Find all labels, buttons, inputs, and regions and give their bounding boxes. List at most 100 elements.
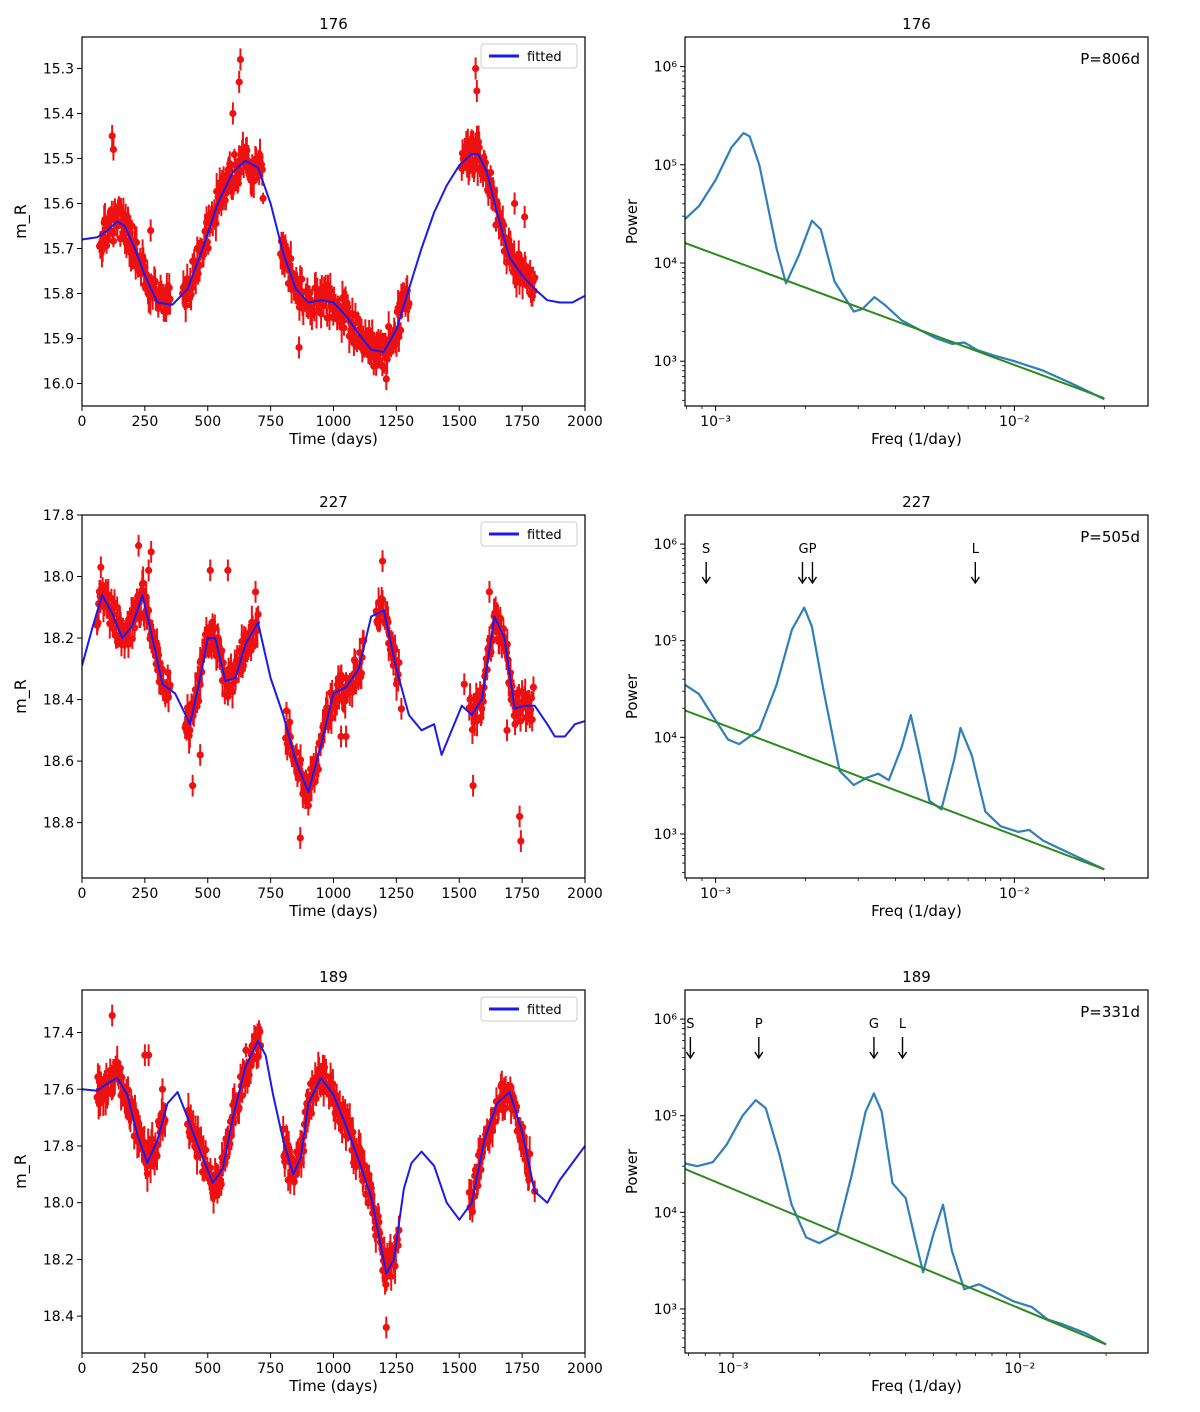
data-point xyxy=(383,355,391,363)
y-tick-label: 17.8 xyxy=(43,508,74,524)
data-point xyxy=(94,619,102,627)
data-point xyxy=(256,1028,264,1036)
x-tick-label: 1500 xyxy=(441,1361,477,1377)
data-point xyxy=(259,194,267,202)
y-axis-label: m_R xyxy=(11,679,31,714)
y-tick-label: 15.8 xyxy=(43,287,74,303)
data-point xyxy=(491,1118,499,1126)
y-tick-label: 10⁶ xyxy=(654,60,678,76)
powerlaw-fit-line xyxy=(685,709,1105,871)
chart-title: 227 xyxy=(902,493,931,511)
y-tick-label: 17.4 xyxy=(43,1026,74,1042)
legend-box xyxy=(480,43,578,69)
data-point xyxy=(521,213,529,221)
x-tick-label: 750 xyxy=(257,886,284,902)
y-axis-label: Power xyxy=(623,198,641,244)
x-tick-label: 1250 xyxy=(379,1361,415,1377)
y-tick-label: 15.7 xyxy=(43,242,74,258)
axes-frame xyxy=(684,514,1149,879)
data-point xyxy=(296,756,305,764)
chart-title: 189 xyxy=(902,968,931,986)
data-point xyxy=(225,681,234,689)
period-annotation: P=806d xyxy=(1080,50,1140,68)
y-tick-label: 15.4 xyxy=(43,107,74,123)
data-point xyxy=(487,168,495,177)
x-tick-label: 1250 xyxy=(379,414,415,430)
data-point xyxy=(496,614,504,622)
data-point xyxy=(525,1175,533,1184)
data-point xyxy=(236,55,245,64)
data-point xyxy=(158,1085,167,1093)
data-point xyxy=(282,707,291,715)
fitted-line xyxy=(82,1040,585,1275)
power-spectrum-line xyxy=(685,132,1105,401)
chart-panel-3: 0 250 500 750 1000 1250 1500 1750 2000 17.8 18.0 18… xyxy=(11,493,603,920)
plot-area xyxy=(685,1092,1107,1346)
y-tick-label: 10⁶ xyxy=(654,1012,678,1028)
marker-arrow-head xyxy=(970,576,980,585)
data-point xyxy=(254,610,262,618)
x-tick-label: 750 xyxy=(257,1361,284,1377)
legend-box xyxy=(480,996,578,1022)
marker-label: L xyxy=(972,542,980,557)
x-tick-label: 500 xyxy=(194,886,221,902)
y-tick-label: 15.3 xyxy=(43,62,74,78)
x-axis-label: Freq (1/day) xyxy=(871,430,962,448)
data-point xyxy=(529,683,538,691)
y-tick-label: 18.4 xyxy=(43,1309,74,1325)
marker-arrow-head xyxy=(685,1051,695,1060)
marker-arrow-head xyxy=(897,1051,908,1060)
plot-area xyxy=(685,132,1105,401)
legend-label: fitted xyxy=(527,528,562,543)
data-point xyxy=(182,301,190,309)
marker-arrow-head xyxy=(807,576,818,585)
y-tick-label: 18.6 xyxy=(43,754,74,770)
x-tick-label: 10⁻² xyxy=(999,886,1030,902)
marker-label: G xyxy=(869,1017,879,1032)
plot-area xyxy=(82,48,585,391)
marker-arrow-head xyxy=(701,576,711,585)
y-tick-label: 10⁵ xyxy=(654,634,677,650)
power-spectrum-line xyxy=(685,606,1105,871)
data-point xyxy=(391,1262,399,1270)
axes-frame xyxy=(81,989,586,1354)
marker-label: GP xyxy=(799,542,817,557)
x-axis-label: Time (days) xyxy=(288,430,378,448)
marker-label: L xyxy=(899,1017,907,1032)
data-point xyxy=(405,299,413,308)
data-point xyxy=(295,343,303,352)
data-point xyxy=(206,566,214,574)
y-tick-label: 10⁶ xyxy=(654,537,678,553)
data-point xyxy=(250,177,258,185)
axes-frame xyxy=(684,36,1149,407)
data-point xyxy=(235,78,243,86)
marker-arrow-head xyxy=(869,1051,879,1060)
data-point xyxy=(145,566,153,574)
y-tick-label: 10⁴ xyxy=(654,1205,678,1221)
data-point xyxy=(342,732,350,741)
data-point xyxy=(211,624,219,632)
chart-panel-6: 10⁻³ 10⁻² 10³ 10⁴ 10⁵ 10⁶ 189 Freq (1/day) Power… xyxy=(623,968,1149,1395)
data-point xyxy=(139,579,147,587)
axes-frame xyxy=(81,36,586,407)
x-tick-label: 10⁻² xyxy=(999,414,1030,430)
data-point xyxy=(134,542,143,550)
x-tick-label: 10⁻³ xyxy=(718,1361,749,1377)
data-point xyxy=(528,715,536,724)
y-tick-label: 18.2 xyxy=(43,631,74,647)
data-point xyxy=(143,1170,151,1178)
data-point xyxy=(237,168,245,176)
data-point xyxy=(485,588,494,596)
data-point xyxy=(97,563,105,571)
data-point xyxy=(460,680,468,688)
chart-title: 189 xyxy=(319,968,348,986)
period-annotation: P=331d xyxy=(1080,1003,1140,1021)
data-point xyxy=(251,588,260,596)
data-point xyxy=(217,1180,225,1188)
data-point xyxy=(473,87,481,95)
y-tick-label: 10⁵ xyxy=(654,1109,677,1125)
x-tick-label: 1250 xyxy=(379,886,415,902)
data-point xyxy=(396,326,405,334)
y-tick-label: 10³ xyxy=(654,827,677,843)
